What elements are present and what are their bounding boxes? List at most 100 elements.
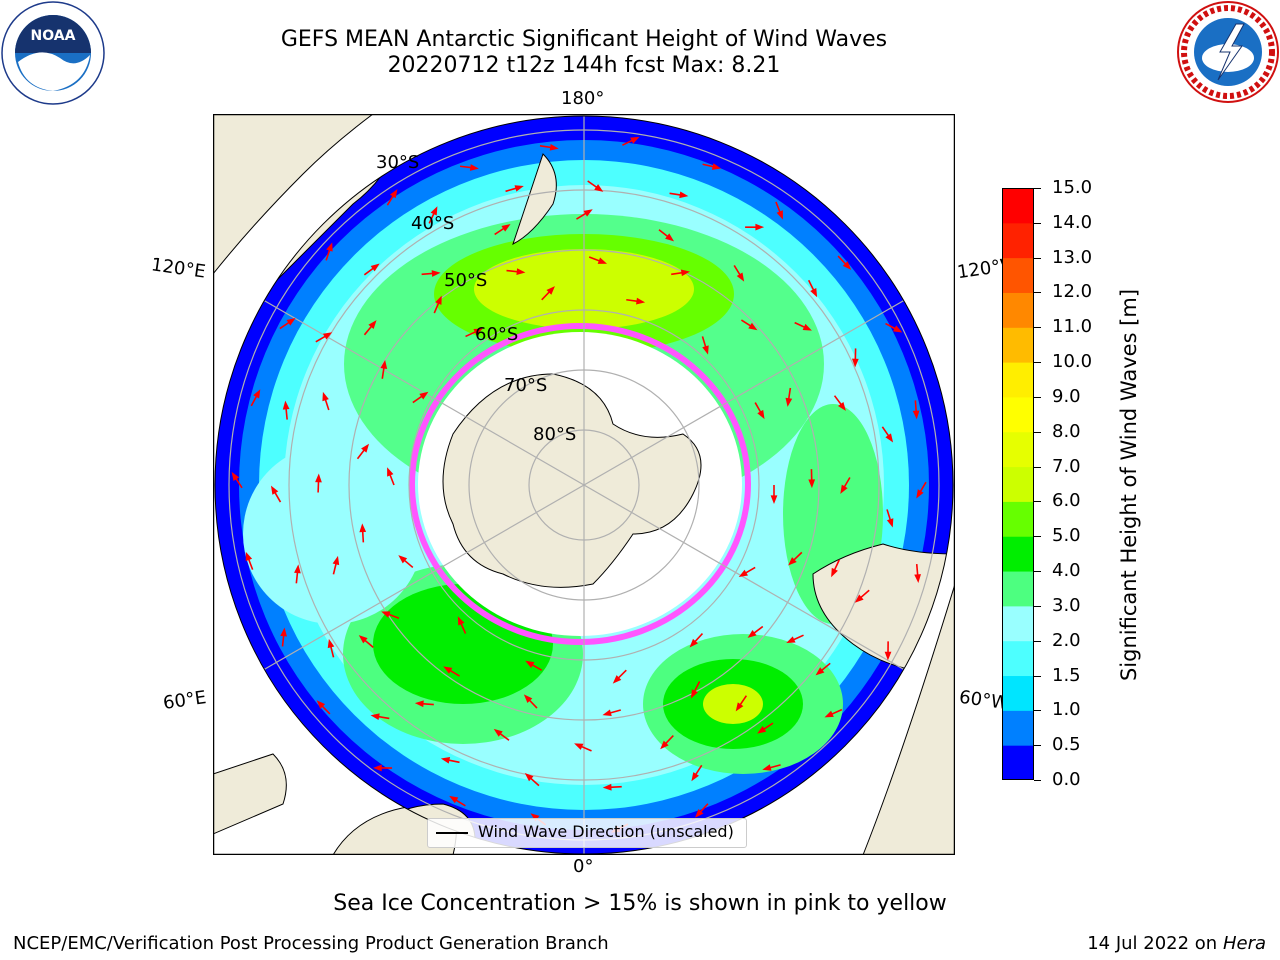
wave-direction-arrowhead bbox=[842, 261, 852, 270]
colorbar-tick-mark bbox=[1034, 571, 1041, 573]
wave-direction-arrowhead bbox=[785, 397, 793, 407]
wave-direction-arrowhead bbox=[368, 320, 377, 330]
colorbar-tick-mark bbox=[1034, 640, 1041, 642]
footer-host: Hera bbox=[1222, 933, 1266, 954]
colorbar-segment bbox=[1002, 327, 1034, 363]
colorbar-tick-label: 6.0 bbox=[1052, 490, 1081, 512]
colorbar-tick-mark bbox=[1034, 396, 1041, 398]
colorbar-segment bbox=[1002, 222, 1034, 259]
wave-direction-arrowhead bbox=[583, 209, 593, 217]
colorbar-segment bbox=[1002, 466, 1034, 502]
wave-direction-arrowhead bbox=[691, 689, 698, 699]
wave-direction-arrowhead bbox=[893, 325, 903, 333]
wave-direction-arrowhead bbox=[738, 569, 748, 577]
wave-direction-arrowhead bbox=[691, 772, 699, 782]
colorbar-tick-mark bbox=[1034, 605, 1041, 607]
wave-direction-arrowhead bbox=[370, 713, 380, 721]
wave-direction-arrowhead bbox=[316, 700, 326, 709]
colorbar-tick-label: 13.0 bbox=[1052, 246, 1093, 268]
lat-label-60s: 60°S bbox=[475, 324, 519, 345]
wave-direction-arrowhead bbox=[702, 345, 709, 355]
wave-direction-arrowhead bbox=[270, 485, 279, 495]
wave-direction-arrowhead bbox=[808, 479, 816, 489]
lon-label-180: 180° bbox=[561, 88, 605, 109]
wave-direction-arrowhead bbox=[359, 523, 367, 533]
wave-direction-arrowhead bbox=[414, 700, 424, 708]
colorbar-tick-label: 3.0 bbox=[1052, 594, 1081, 616]
wave-direction-arrowhead bbox=[680, 269, 690, 277]
wave-direction-arrowhead bbox=[381, 611, 391, 618]
legend-label: Wind Wave Direction (unscaled) bbox=[478, 822, 734, 841]
wave-direction-arrowhead bbox=[430, 206, 438, 216]
colorbar-segment bbox=[1002, 188, 1034, 224]
colorbar-segment bbox=[1002, 536, 1034, 572]
wave-direction-arrowhead bbox=[597, 257, 607, 264]
wave-direction-arrowhead bbox=[231, 471, 240, 482]
wave-direction-arrowhead bbox=[837, 401, 846, 411]
colorbar-segment bbox=[1002, 501, 1034, 537]
colorbar-tick-mark bbox=[1034, 536, 1041, 538]
colorbar-segment bbox=[1002, 431, 1034, 468]
wave-direction-arrowhead bbox=[602, 783, 612, 791]
wave-direction-arrowhead bbox=[665, 233, 675, 242]
wave-direction-arrowhead bbox=[748, 322, 758, 331]
lat-label-40s: 40°S bbox=[411, 213, 455, 234]
colorbar-tick-label: 1.5 bbox=[1052, 664, 1081, 686]
colorbar-tick-label: 12.0 bbox=[1052, 281, 1093, 303]
colorbar-segment bbox=[1002, 362, 1034, 398]
wave-direction-arrowhead bbox=[840, 484, 848, 494]
wave-direction-arrowhead bbox=[398, 555, 408, 564]
colorbar-tick-label: 0.5 bbox=[1052, 734, 1081, 756]
colorbar-segment bbox=[1002, 640, 1034, 677]
wave-direction-arrowhead bbox=[630, 136, 640, 144]
wave-direction-arrowhead bbox=[373, 764, 382, 772]
wave-direction-arrowhead bbox=[594, 184, 604, 192]
wave-direction-arrowhead bbox=[282, 400, 290, 410]
colorbar-tick-mark bbox=[1034, 710, 1041, 712]
wave-direction-arrowhead bbox=[762, 764, 772, 771]
wave-direction-arrowhead bbox=[493, 728, 503, 737]
colorbar-segment bbox=[1002, 675, 1034, 711]
chart-subtitle: 20220712 t12z 144h fcst Max: 8.21 bbox=[387, 53, 781, 78]
wave-direction-arrowhead bbox=[549, 143, 559, 151]
wave-direction-arrowhead bbox=[885, 433, 894, 443]
polar-map bbox=[212, 113, 956, 856]
colorbar-tick-label: 9.0 bbox=[1052, 385, 1081, 407]
land-australia-corner bbox=[212, 113, 375, 276]
wave-direction-arrowhead bbox=[431, 270, 441, 277]
nws-logo bbox=[1177, 1, 1279, 103]
colorbar-tick-label: 2.0 bbox=[1052, 629, 1081, 651]
wave-direction-arrowhead bbox=[286, 317, 296, 326]
wave-direction-arrowhead bbox=[253, 389, 261, 399]
colorbar-tick-mark bbox=[1034, 745, 1041, 747]
footer-date: 14 Jul 2022 on Hera bbox=[1087, 933, 1266, 954]
colorbar-tick-label: 1.0 bbox=[1052, 699, 1081, 721]
colorbar-tick-label: 5.0 bbox=[1052, 525, 1081, 547]
map-legend: Wind Wave Direction (unscaled) bbox=[427, 818, 747, 848]
footer-date-text: 14 Jul 2022 on bbox=[1087, 933, 1223, 954]
wave-direction-arrowhead bbox=[294, 564, 301, 574]
wave-direction-arrowhead bbox=[457, 616, 465, 626]
colorbar-tick-mark bbox=[1034, 675, 1041, 677]
wave-direction-arrowhead bbox=[514, 185, 524, 192]
wave-direction-arrowhead bbox=[574, 743, 584, 750]
wave-direction-arrowhead bbox=[524, 772, 534, 782]
wave-direction-arrowhead bbox=[776, 210, 783, 220]
colorbar-tick-label: 15.0 bbox=[1052, 177, 1093, 198]
wave-direction-arrowhead bbox=[332, 555, 340, 566]
colorbar-tick-label: 10.0 bbox=[1052, 351, 1093, 373]
colorbar-tick-label: 14.0 bbox=[1052, 211, 1093, 233]
wave-direction-arrowhead bbox=[636, 297, 646, 305]
lat-label-70s: 70°S bbox=[504, 375, 548, 396]
wave-direction-arrowhead bbox=[440, 756, 451, 764]
wave-direction-arrowhead bbox=[370, 263, 380, 272]
wave-direction-arrowhead bbox=[443, 666, 453, 674]
colorbar-tick-label: 4.0 bbox=[1052, 560, 1081, 582]
lat-label-30s: 30°S bbox=[376, 152, 420, 173]
wave-direction-arrowhead bbox=[757, 726, 767, 734]
colorbar-tick-label: 8.0 bbox=[1052, 420, 1081, 442]
colorbar-segment bbox=[1002, 710, 1034, 746]
lon-label-120e: 120°E bbox=[149, 254, 207, 283]
wave-direction-arrowhead bbox=[327, 638, 335, 649]
colorbar-segment bbox=[1002, 292, 1034, 328]
